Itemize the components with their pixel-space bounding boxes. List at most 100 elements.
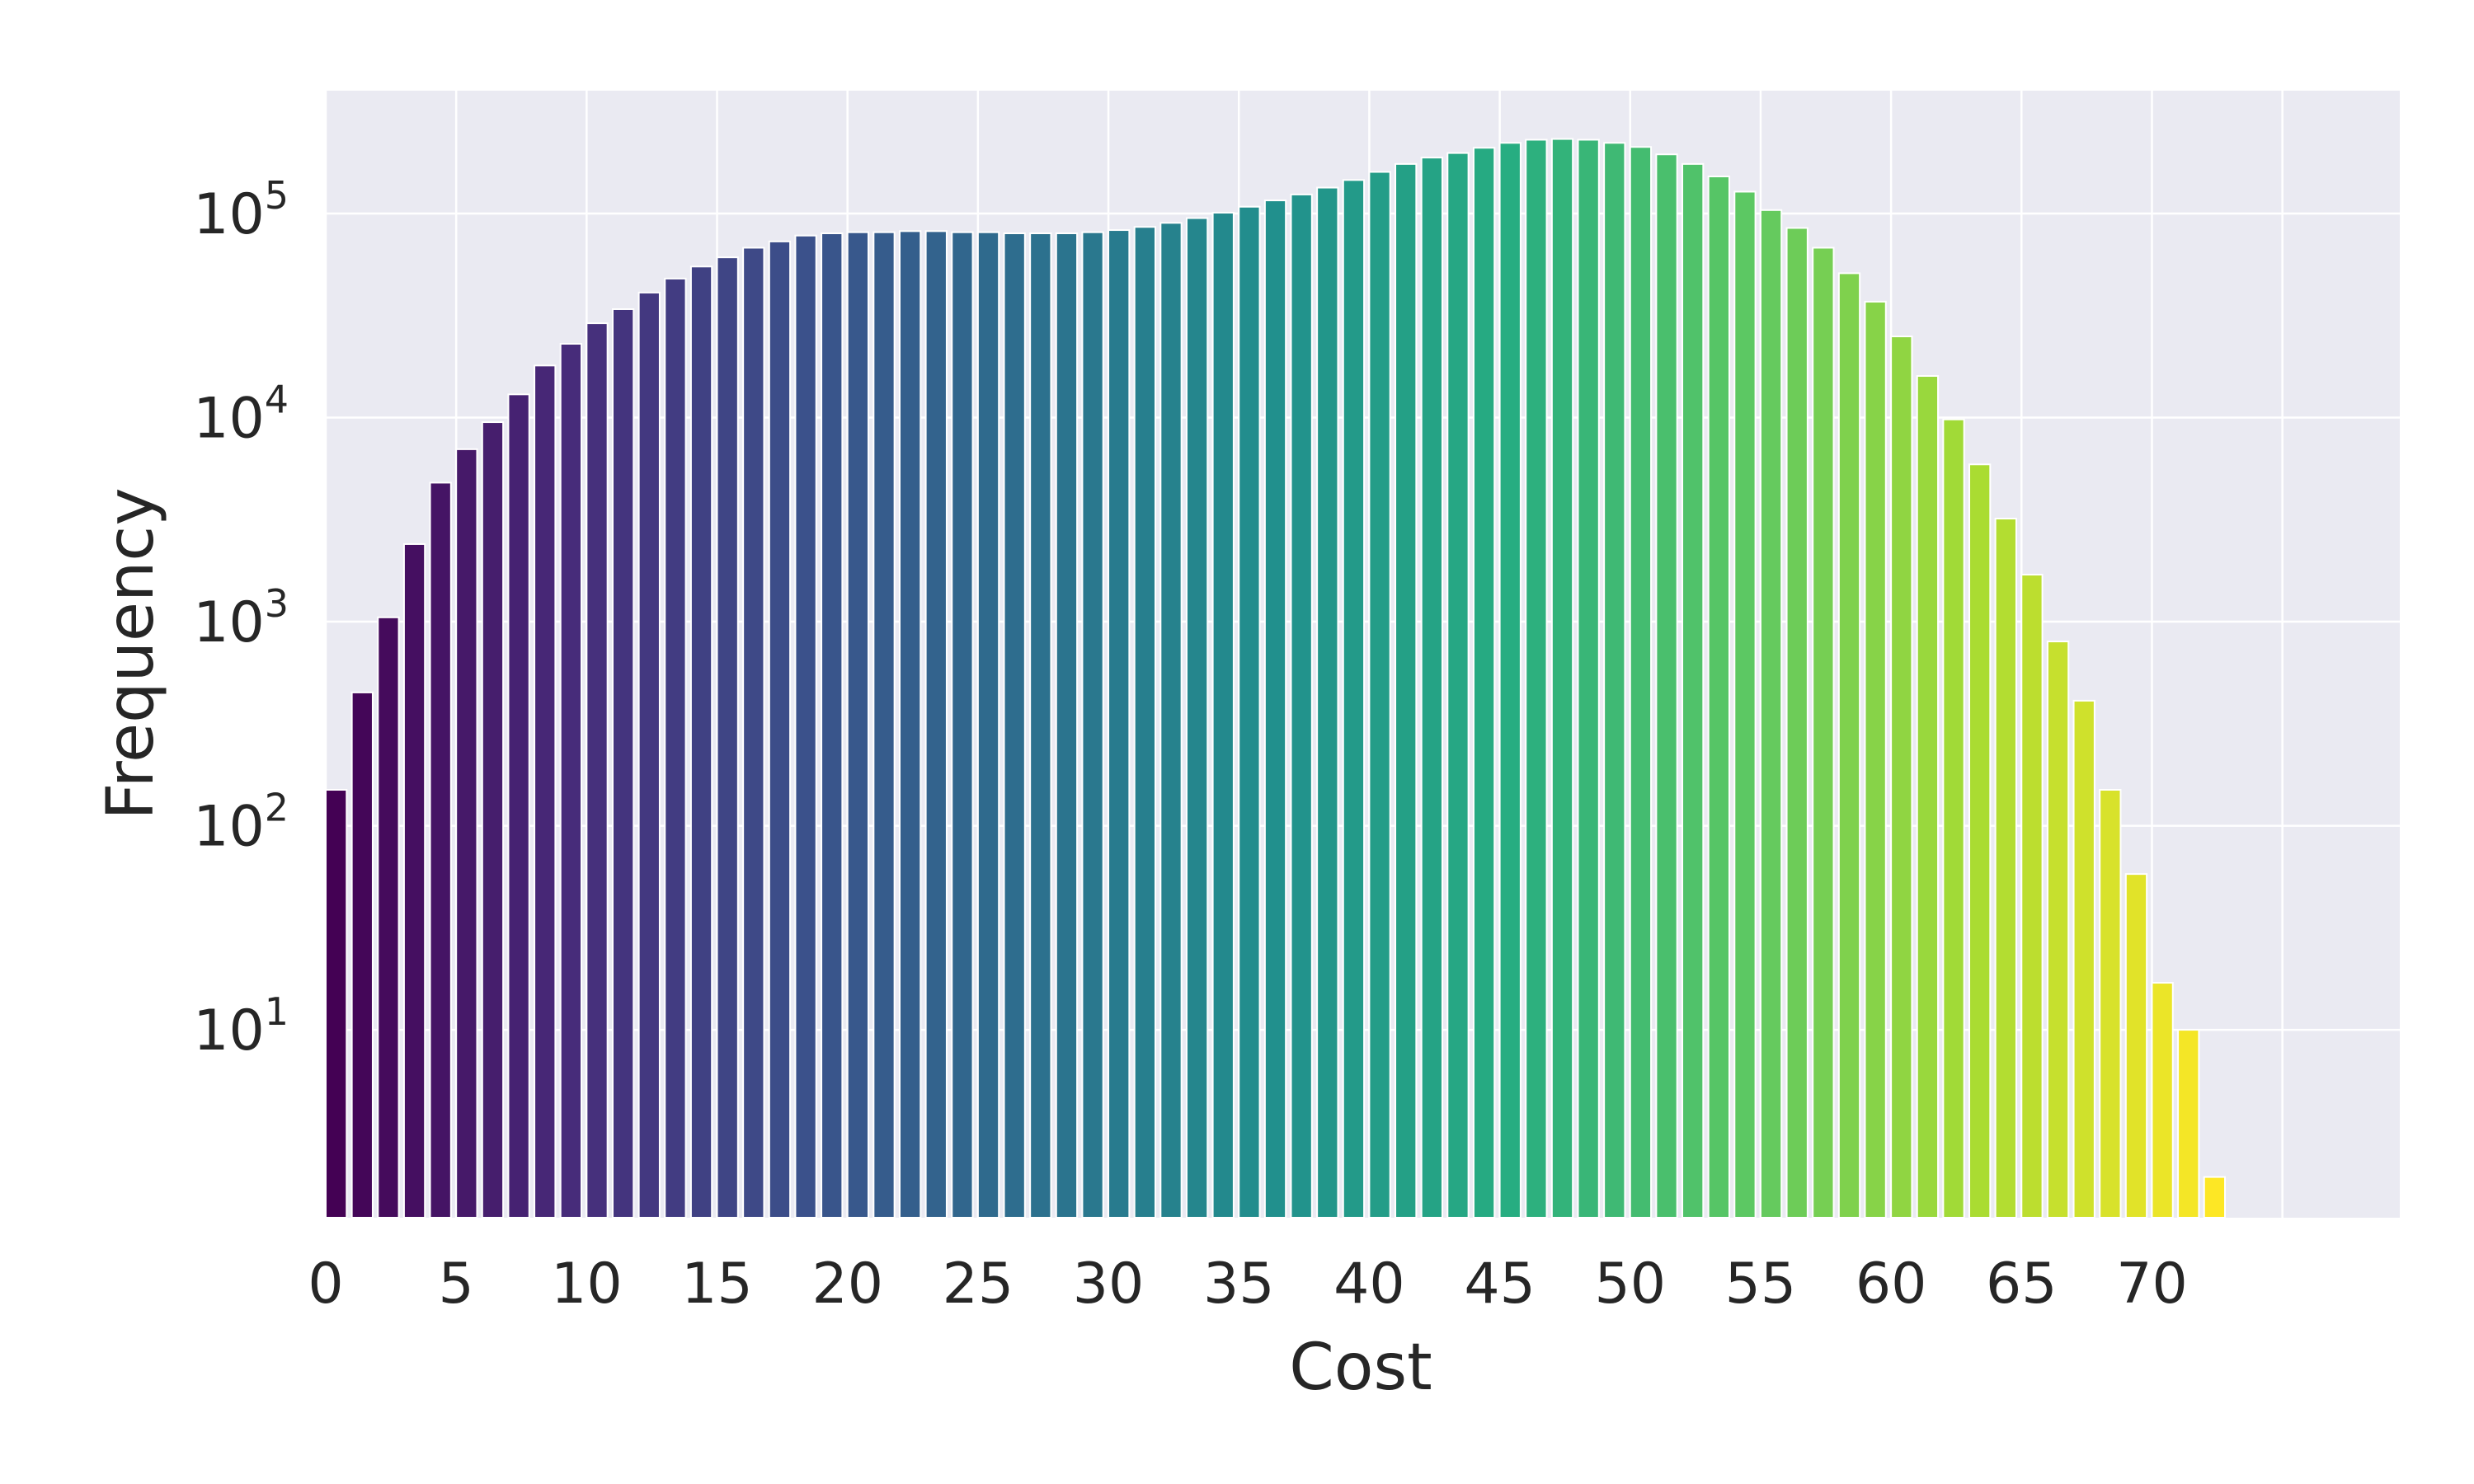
bar <box>325 788 348 1219</box>
y-tick-label: 101 <box>193 989 289 1064</box>
bar <box>2151 982 2174 1219</box>
bar <box>1342 179 1366 1219</box>
bar <box>350 691 374 1219</box>
bar <box>1133 226 1156 1219</box>
x-tick-label: 70 <box>2116 1252 2188 1317</box>
bar <box>1733 190 1757 1219</box>
bar <box>1577 139 1600 1219</box>
x-tick-label: 0 <box>308 1252 343 1317</box>
x-tick-label: 25 <box>943 1252 1014 1317</box>
x-tick-label: 35 <box>1203 1252 1275 1317</box>
bar <box>1446 152 1470 1219</box>
bar <box>1395 162 1418 1219</box>
x-tick-label: 5 <box>439 1252 474 1317</box>
bar <box>716 256 739 1219</box>
bar <box>2020 574 2044 1219</box>
bar <box>1211 211 1235 1219</box>
x-tick-label: 45 <box>1464 1252 1536 1317</box>
y-tick-label: 103 <box>193 581 289 655</box>
y-tick-base: 10 <box>193 590 265 655</box>
x-tick-label: 65 <box>1986 1252 2058 1317</box>
bar <box>455 448 478 1219</box>
bar <box>1785 227 1808 1219</box>
bar <box>1629 146 1653 1219</box>
x-tick-label: 20 <box>811 1252 883 1317</box>
bar <box>951 231 974 1219</box>
bar <box>742 247 765 1219</box>
bar <box>1108 229 1131 1219</box>
x-tick-label: 50 <box>1594 1252 1666 1317</box>
bar <box>1472 147 1496 1219</box>
bar <box>821 232 844 1219</box>
y-tick-label: 102 <box>193 786 289 860</box>
bar <box>1238 205 1261 1219</box>
bar <box>1942 418 1965 1219</box>
bar <box>664 277 687 1219</box>
bar <box>2203 1176 2227 1219</box>
y-tick-exponent: 2 <box>265 786 289 830</box>
y-tick-exponent: 3 <box>265 581 289 626</box>
bar <box>1759 209 1783 1219</box>
bar <box>1159 222 1183 1219</box>
y-tick-base: 10 <box>193 795 265 860</box>
bar <box>377 616 400 1219</box>
bar <box>1837 272 1861 1219</box>
bar <box>1081 231 1104 1219</box>
x-tick-label: 30 <box>1073 1252 1145 1317</box>
y-tick-label: 105 <box>193 173 289 247</box>
bar <box>1916 375 1940 1219</box>
bar <box>481 421 505 1219</box>
bar <box>559 343 583 1219</box>
bar <box>976 231 1000 1219</box>
bar <box>924 230 948 1219</box>
y-tick-base: 10 <box>193 998 265 1064</box>
x-tick-label: 55 <box>1725 1252 1797 1317</box>
bar <box>1525 139 1548 1219</box>
x-tick-label: 15 <box>681 1252 753 1317</box>
bar <box>2124 873 2148 1219</box>
bar <box>1420 157 1443 1219</box>
bar <box>1290 193 1313 1219</box>
bar <box>2099 788 2122 1219</box>
bar <box>402 542 426 1219</box>
bar <box>586 322 609 1219</box>
bar <box>1055 232 1079 1219</box>
bar <box>1550 138 1574 1219</box>
x-tick-label: 60 <box>1856 1252 1927 1317</box>
bar <box>1994 518 2017 1219</box>
bar <box>794 234 817 1219</box>
y-tick-base: 10 <box>193 387 265 452</box>
x-tick-label: 40 <box>1333 1252 1405 1317</box>
bar <box>1316 186 1339 1219</box>
x-axis-label: Cost <box>1289 1331 1432 1405</box>
bar <box>689 265 713 1219</box>
bar <box>2177 1029 2200 1219</box>
y-tick-label: 104 <box>193 378 289 452</box>
bar <box>1968 463 1992 1219</box>
bar <box>1707 176 1730 1219</box>
bar <box>1864 300 1887 1219</box>
bar <box>1003 232 1026 1219</box>
bar <box>1890 336 1913 1219</box>
y-tick-exponent: 4 <box>265 378 289 422</box>
bar <box>637 291 661 1219</box>
bar <box>2046 641 2070 1219</box>
bar <box>507 393 530 1219</box>
y-tick-exponent: 1 <box>265 989 289 1034</box>
bar <box>429 481 452 1219</box>
x-tick-label: 10 <box>551 1252 623 1317</box>
bar <box>1263 200 1287 1219</box>
y-tick-base: 10 <box>193 182 265 247</box>
y-axis-label: Frequency <box>94 488 168 820</box>
bar <box>1655 153 1678 1219</box>
x-ticks: 0 5 10 15 20 25 30 35 40 45 50 55 60 65 70 <box>308 1252 2187 1317</box>
bars <box>325 138 2227 1219</box>
bar <box>1368 171 1391 1219</box>
bar <box>1185 217 1209 1219</box>
bar <box>846 231 870 1219</box>
bar <box>1603 142 1626 1219</box>
bar <box>1681 162 1705 1219</box>
bar <box>1498 142 1522 1219</box>
